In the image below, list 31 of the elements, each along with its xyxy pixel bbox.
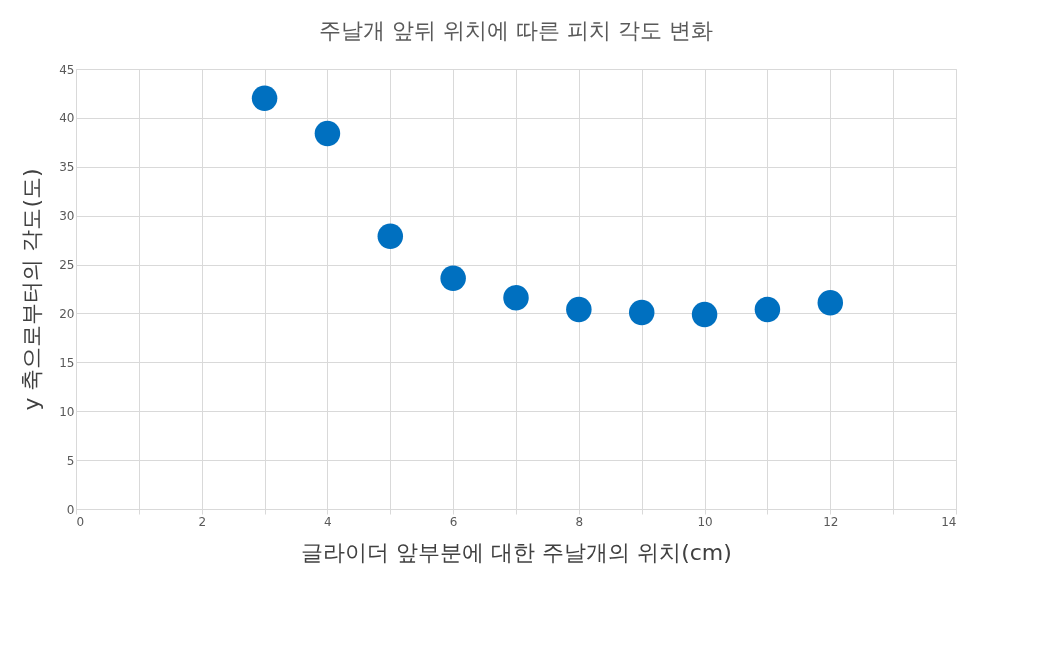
y-tick-label: 35 (59, 160, 75, 175)
point (314, 120, 341, 147)
point (691, 301, 718, 328)
y-axis-title: y 축으로부터의 각도(도) (19, 168, 45, 411)
y-tick-label: 10 (59, 404, 75, 419)
point (251, 85, 278, 112)
point (754, 296, 781, 323)
x-tick-label: 12 (823, 514, 839, 529)
x-tick-label: 14 (941, 514, 957, 529)
x-tick-label: 6 (449, 514, 458, 529)
x-tick-label: 8 (575, 514, 584, 529)
x-tick-label: 10 (697, 514, 713, 529)
point (566, 296, 592, 323)
x-tick-label: 2 (198, 514, 207, 529)
point (817, 289, 844, 316)
x-tick-label: 4 (324, 514, 332, 529)
y-tick-label: 30 (59, 209, 75, 224)
y-tick-label: 45 (59, 62, 75, 77)
y-tick-label: 0 (66, 502, 75, 517)
y-tick-label: 15 (59, 355, 75, 370)
chart-title: 주날개 앞뒤 위치에 따른 피치 각도 변화 (319, 18, 713, 43)
point (628, 299, 655, 326)
y-tick-label: 5 (66, 453, 75, 468)
x-tick-label: 0 (76, 514, 85, 529)
point (440, 265, 466, 291)
point (377, 223, 404, 249)
y-tick-label: 20 (59, 306, 75, 321)
point (503, 285, 529, 311)
x-axis-title: 글라이더 앞부분에 대한 주날개의 위치(cm) (301, 539, 732, 565)
y-tick-label: 25 (59, 258, 75, 273)
y-tick-label: 40 (59, 111, 75, 126)
